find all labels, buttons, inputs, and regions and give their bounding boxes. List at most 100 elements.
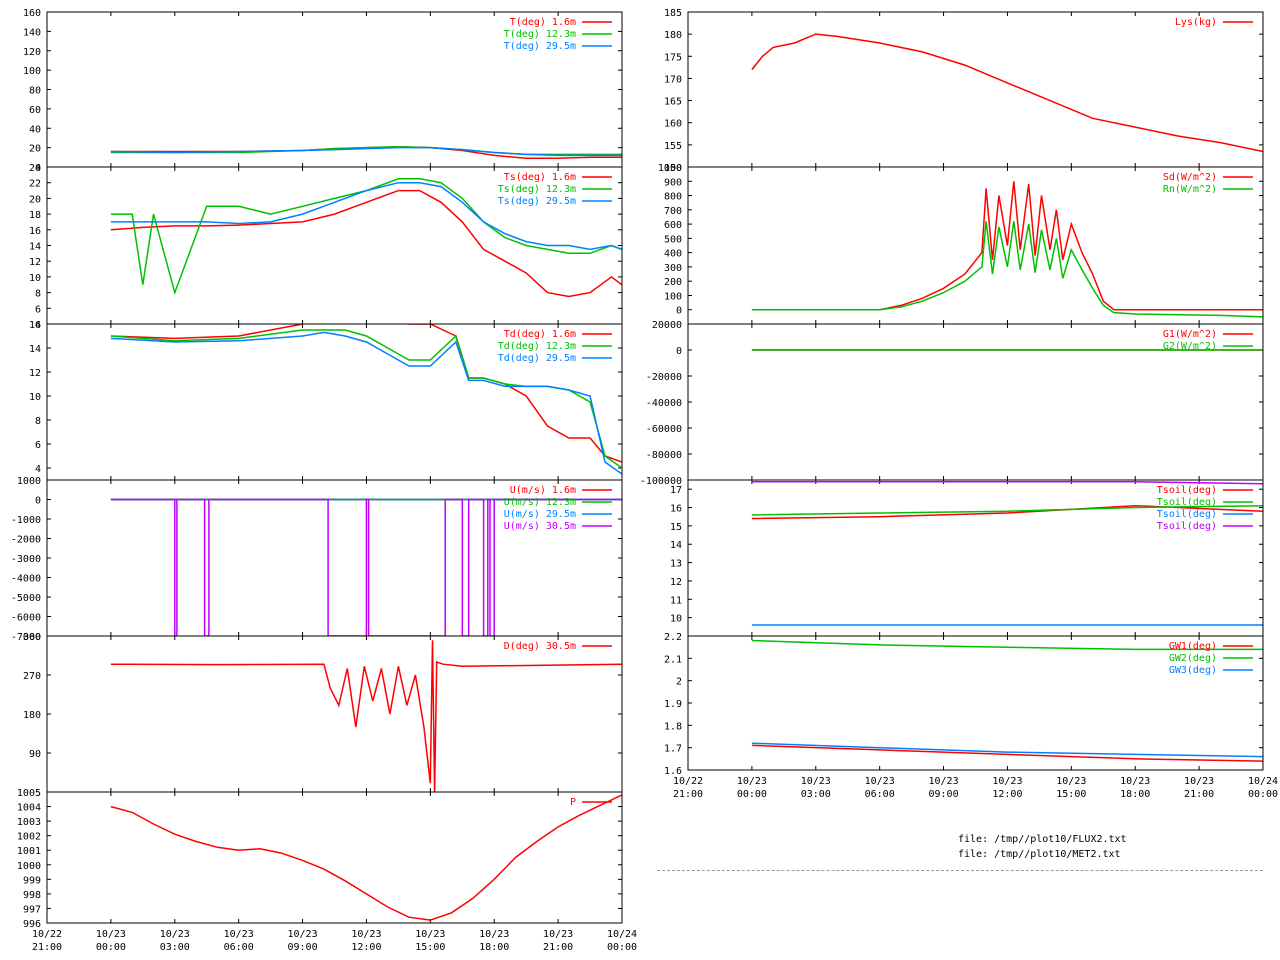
y-tick-label: 16	[29, 226, 41, 237]
y-tick-label: 800	[664, 192, 682, 203]
y-tick-label: 20	[29, 194, 41, 205]
legend-label: GW2(deg)	[1169, 653, 1217, 664]
x-tick-date: 10/24	[607, 929, 637, 940]
legend-label: T(deg) 1.6m	[510, 17, 576, 28]
x-tick-date: 10/24	[1248, 776, 1278, 787]
y-tick-label: 400	[664, 249, 682, 260]
series-line-td-1	[110, 324, 622, 463]
y-tick-label: 90	[29, 749, 41, 760]
y-tick-label: 2	[676, 677, 682, 688]
plot-panel-sd: 0 100 200 300 400 500 600 700 800 900 1000 Sd(W/m^2…	[658, 163, 1264, 325]
y-tick-label: 120	[23, 47, 41, 58]
legend-label: Ts(deg) 29.5m	[498, 196, 576, 207]
x-tick-time: 06:00	[865, 789, 895, 800]
series-line-gw-3	[751, 742, 1263, 758]
y-tick-label: 20	[29, 144, 41, 155]
y-tick-label: 18	[29, 210, 41, 221]
x-tick-time: 00:00	[1248, 789, 1278, 800]
y-tick-label: 12	[29, 368, 41, 379]
series-line-sd-2	[751, 221, 1263, 318]
y-tick-label: 900	[664, 177, 682, 188]
y-tick-label: -1000	[11, 515, 41, 526]
y-tick-label: 14	[29, 242, 41, 253]
series-group	[751, 481, 1263, 626]
y-tick-label: 20000	[652, 320, 682, 331]
plot-panel-p: 996 997 998 999 1000 1001 1002 1003 1004 1005 P 10/…	[17, 788, 637, 953]
y-tick-label: 8	[35, 416, 41, 427]
file-note-flux: file: /tmp//plot10/FLUX2.txt	[958, 834, 1127, 845]
x-tick-time: 00:00	[96, 942, 126, 953]
y-tick-label: 1001	[17, 846, 41, 857]
x-tick-time: 21:00	[543, 942, 573, 953]
legend-label: D(deg) 30.5m	[504, 641, 576, 652]
y-tick-label: 10	[29, 273, 41, 284]
series-group	[751, 639, 1263, 762]
y-tick-label: 185	[664, 8, 682, 19]
legend-label: Rn(W/m^2)	[1163, 184, 1217, 195]
legend-label: G2(W/m^2)	[1163, 341, 1217, 352]
y-tick-label: 150	[664, 163, 682, 174]
x-tick-date: 10/23	[992, 776, 1022, 787]
legend-label: Tsoil(deg)	[1157, 485, 1217, 496]
series-line-tsoil-2	[751, 504, 1263, 516]
y-tick-label: 14	[670, 540, 682, 551]
series-line-ts-3	[110, 181, 622, 251]
x-tick-time: 03:00	[160, 942, 190, 953]
x-tick-time: 21:00	[673, 789, 703, 800]
series-group	[110, 178, 622, 298]
y-tick-label: 180	[23, 710, 41, 721]
y-tick-label: 2.1	[664, 654, 682, 665]
series-line-lys-1	[751, 33, 1263, 153]
y-tick-label: 60	[29, 105, 41, 116]
y-tick-label: 1.8	[664, 721, 682, 732]
series-line-sd-1	[751, 181, 1263, 311]
y-tick-label: -2000	[11, 535, 41, 546]
y-tick-label: 80	[29, 86, 41, 97]
y-tick-label: 15	[670, 522, 682, 533]
plot-frame	[46, 791, 623, 924]
plot-frame	[687, 11, 1264, 168]
series-group	[110, 640, 622, 792]
y-tick-label: 175	[664, 52, 682, 63]
y-tick-label: 500	[664, 234, 682, 245]
x-tick-date: 10/23	[1120, 776, 1150, 787]
y-tick-label: 997	[23, 904, 41, 915]
legend-label: G1(W/m^2)	[1163, 329, 1217, 340]
y-tick-label: -4000	[11, 574, 41, 585]
x-tick-date: 10/23	[224, 929, 254, 940]
plot-panel-u: -7000 -6000 -5000 -4000 -3000 -2000 -1000 0 1000…	[11, 476, 623, 643]
series-line-t-3	[110, 146, 622, 157]
y-tick-label: 10	[670, 614, 682, 625]
legend-label: Td(deg) 29.5m	[498, 353, 576, 364]
legend-label: U(m/s) 12.3m	[504, 497, 576, 508]
y-tick-label: 360	[23, 632, 41, 643]
x-tick-time: 09:00	[929, 789, 959, 800]
x-tick-time: 21:00	[1184, 789, 1214, 800]
legend-label: Tsoil(deg)	[1157, 509, 1217, 520]
series-line-gw-2	[751, 639, 1263, 651]
series-group	[110, 145, 622, 160]
y-tick-label: -7000	[11, 632, 41, 643]
y-tick-label: 8	[35, 289, 41, 300]
y-tick-label: 22	[29, 179, 41, 190]
y-tick-label: 24	[29, 163, 41, 174]
y-tick-label: 100	[23, 66, 41, 77]
y-tick-label: 17	[670, 485, 682, 496]
x-tick-time: 00:00	[737, 789, 767, 800]
series-group	[751, 181, 1263, 318]
x-tick-date: 10/22	[32, 929, 62, 940]
x-tick-date: 10/23	[1184, 776, 1214, 787]
y-tick-label: 10	[29, 392, 41, 403]
series-line-d-1	[110, 640, 622, 792]
y-tick-label: 40	[29, 124, 41, 135]
y-tick-label: -5000	[11, 593, 41, 604]
x-tick-date: 10/22	[673, 776, 703, 787]
series-line-u-4	[110, 498, 622, 636]
y-tick-label: 155	[664, 141, 682, 152]
x-tick-date: 10/23	[929, 776, 959, 787]
x-tick-time: 09:00	[288, 942, 318, 953]
series-line-ts-1	[110, 189, 622, 298]
